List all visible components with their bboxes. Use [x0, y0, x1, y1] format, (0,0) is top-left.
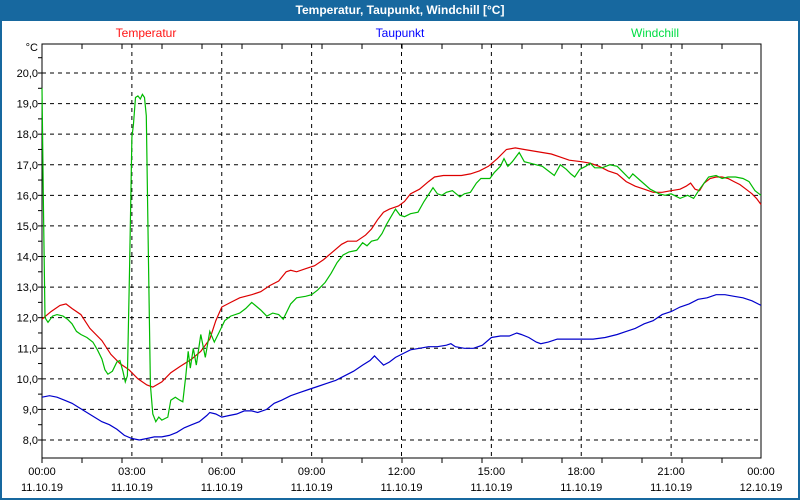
x-axis-date-label: 11.10.19 — [470, 482, 512, 494]
y-axis-label: 19,0 — [17, 99, 38, 111]
x-axis-time-label: 15:00 — [478, 466, 506, 478]
y-axis-label: 12,0 — [17, 313, 38, 325]
y-axis-label: 15,0 — [17, 221, 38, 233]
x-axis-date-label: 11.10.19 — [380, 482, 422, 494]
x-axis-date-label: 11.10.19 — [650, 482, 692, 494]
x-axis-date-label: 11.10.19 — [201, 482, 243, 494]
x-axis-time-label: 21:00 — [657, 466, 685, 478]
legend-windchill: Windchill — [630, 26, 680, 40]
x-axis-date-label: 11.10.19 — [111, 482, 153, 494]
temperatur-series-line — [41, 147, 762, 388]
y-axis-label: 20,0 — [17, 68, 38, 80]
x-axis-time-label: 00:00 — [28, 466, 56, 478]
x-axis-date-label: 12.10.19 — [740, 482, 783, 494]
x-axis-time-label: 00:00 — [747, 466, 775, 478]
windchill-series-line — [41, 88, 762, 424]
y-axis-label: 10,0 — [17, 374, 38, 386]
y-axis-label: 17,0 — [17, 160, 38, 172]
x-axis-time-label: 06:00 — [208, 466, 236, 478]
y-axis-label: 11,0 — [17, 343, 38, 355]
y-axis-label: 14,0 — [17, 252, 38, 264]
legend-taupunkt: Taupunkt — [375, 26, 425, 40]
x-axis-date-label: 11.10.19 — [291, 482, 333, 494]
y-axis-label: 16,0 — [17, 190, 38, 202]
x-axis-time-label: 09:00 — [298, 466, 326, 478]
y-axis-label: 8,0 — [23, 435, 38, 447]
taupunkt-series-line — [41, 294, 762, 441]
legend-temperatur: Temperatur — [115, 26, 177, 40]
plot-border — [41, 43, 762, 459]
y-axis-unit-label: °C — [25, 42, 38, 54]
title-bar[interactable]: Temperatur, Taupunkt, Windchill [°C] — [0, 0, 800, 21]
x-axis-time-label: 18:00 — [567, 466, 595, 478]
x-axis-time-label: 12:00 — [388, 466, 416, 478]
y-axis-label: 18,0 — [17, 129, 38, 141]
x-axis-time-label: 03:00 — [118, 466, 146, 478]
y-axis-label: 13,0 — [17, 282, 38, 294]
x-axis-date-label: 11.10.19 — [21, 482, 63, 494]
y-axis-label: 9,0 — [23, 404, 38, 416]
x-axis-date-label: 11.10.19 — [560, 482, 602, 494]
window-title: Temperatur, Taupunkt, Windchill [°C] — [295, 3, 505, 17]
